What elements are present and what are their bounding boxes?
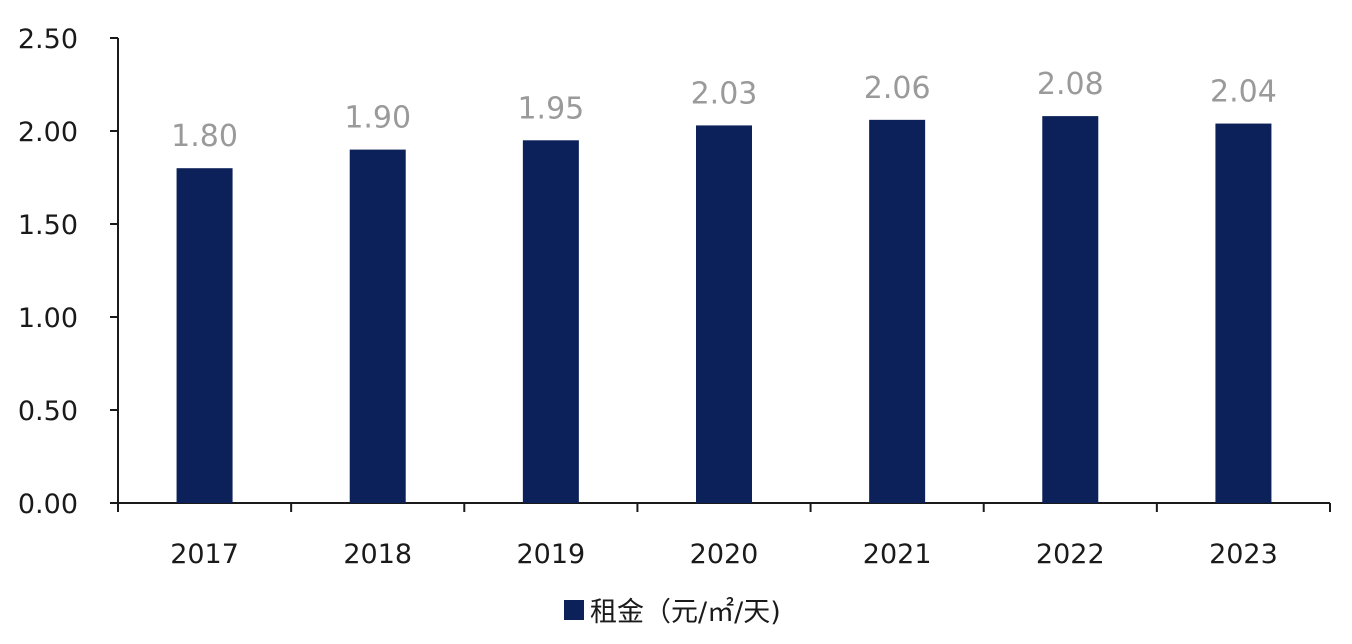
- x-tick-label: 2023: [1209, 539, 1278, 570]
- x-tick-label: 2018: [343, 539, 412, 570]
- bar: [696, 125, 752, 504]
- legend-swatch: [564, 600, 584, 620]
- data-label: 2.03: [691, 76, 758, 111]
- y-tick-label: 0.50: [18, 396, 78, 427]
- x-tick-label: 2022: [1036, 539, 1105, 570]
- bar: [176, 168, 233, 503]
- data-label: 1.90: [344, 101, 411, 136]
- y-tick-label: 0.00: [18, 489, 78, 520]
- data-label: 2.08: [1037, 67, 1104, 102]
- y-tick-label: 1.50: [18, 210, 78, 241]
- data-label: 2.04: [1210, 75, 1277, 110]
- bar: [1215, 123, 1272, 503]
- x-axis: 2017 2018 2019 2020 2021 2022 2023: [117, 502, 1331, 570]
- y-tick-label: 1.00: [18, 303, 78, 334]
- legend-label: 租金（元/㎡/天): [590, 597, 781, 628]
- bar: [869, 119, 926, 503]
- legend: 租金（元/㎡/天): [564, 597, 781, 628]
- data-labels: 1.80 1.90 1.95 2.03 2.06 2.08 2.04: [171, 67, 1277, 154]
- bar: [349, 149, 406, 503]
- y-axis: 0.00 0.50 1.00 1.50 2.00 2.50: [18, 24, 119, 520]
- data-label: 1.95: [517, 91, 584, 126]
- y-tick-label: 2.00: [18, 117, 78, 148]
- data-label: 1.80: [171, 119, 238, 154]
- bar: [1042, 116, 1099, 504]
- bars: [176, 116, 1272, 504]
- bar: [522, 140, 579, 504]
- x-tick-label: 2020: [690, 539, 759, 570]
- x-tick-label: 2019: [516, 539, 585, 570]
- data-label: 2.06: [864, 71, 931, 106]
- x-tick-label: 2017: [170, 539, 239, 570]
- x-tick-label: 2021: [863, 539, 932, 570]
- y-tick-label: 2.50: [18, 24, 78, 55]
